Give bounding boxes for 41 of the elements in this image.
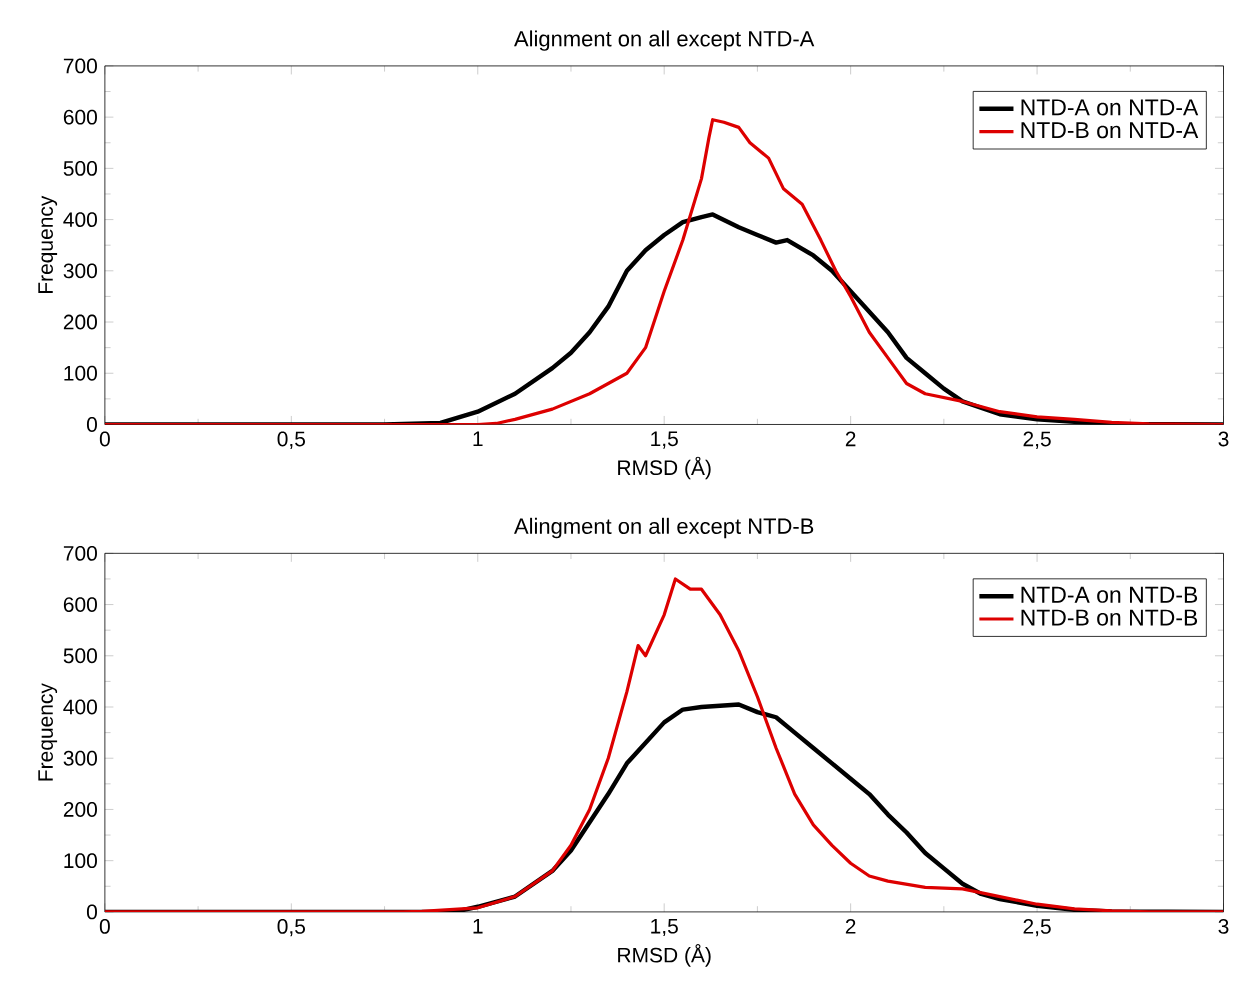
legend-label: NTD-B on NTD-A — [1021, 122, 1199, 139]
x-tick-label: 1 — [473, 431, 483, 447]
y-tick-label: 200 — [63, 314, 97, 330]
x-tick-label: 1,5 — [651, 919, 678, 937]
y-tick-label: 0 — [86, 417, 97, 433]
y-tick-label: 100 — [64, 853, 97, 869]
x-tick-label: 0 — [99, 431, 110, 447]
x-tick-label: 1,5 — [651, 431, 678, 449]
x-tick-label: 0,5 — [277, 431, 306, 449]
y-tick-label: 600 — [63, 597, 97, 613]
chart-title: Alignment on all except NTD-A — [514, 30, 815, 51]
x-tick-label: 2,5 — [1023, 431, 1051, 449]
x-tick-label: 3 — [1218, 919, 1229, 934]
y-tick-label: 400 — [63, 699, 97, 715]
y-tick-label: 500 — [63, 648, 97, 664]
x-tick-label: 0 — [99, 919, 110, 934]
x-axis-title: RMSD (Å) — [618, 456, 711, 480]
x-axis-title: RMSD (Å) — [618, 944, 711, 967]
legend-label: NTD-B on NTD-B — [1021, 609, 1198, 626]
x-tick-label: 0,5 — [277, 919, 306, 937]
line-series — [104, 118, 1224, 425]
y-tick-label: 300 — [63, 750, 97, 766]
y-tick-label: 700 — [63, 58, 97, 74]
y-tick-label: 200 — [63, 802, 97, 817]
x-tick-label: 2,5 — [1023, 919, 1051, 937]
y-tick-label: 400 — [63, 212, 97, 228]
y-tick-label: 300 — [63, 263, 97, 279]
y-axis-title: Frequency — [38, 195, 58, 294]
legend-label: NTD-A on NTD-A — [1021, 99, 1199, 116]
y-tick-label: 500 — [63, 161, 97, 176]
x-tick-label: 2 — [845, 919, 856, 934]
x-tick-label: 1 — [473, 919, 483, 934]
x-tick-label: 2 — [845, 431, 856, 447]
y-axis-title: Frequency — [38, 683, 58, 781]
x-tick-label: 3 — [1218, 431, 1229, 447]
chart-title: Alingment on all except NTD-B — [514, 517, 814, 539]
y-tick-label: 100 — [64, 365, 97, 381]
y-tick-label: 0 — [86, 904, 97, 920]
y-tick-label: 700 — [63, 546, 97, 561]
y-tick-label: 600 — [63, 109, 97, 125]
legend-label: NTD-A on NTD-B — [1021, 586, 1198, 603]
